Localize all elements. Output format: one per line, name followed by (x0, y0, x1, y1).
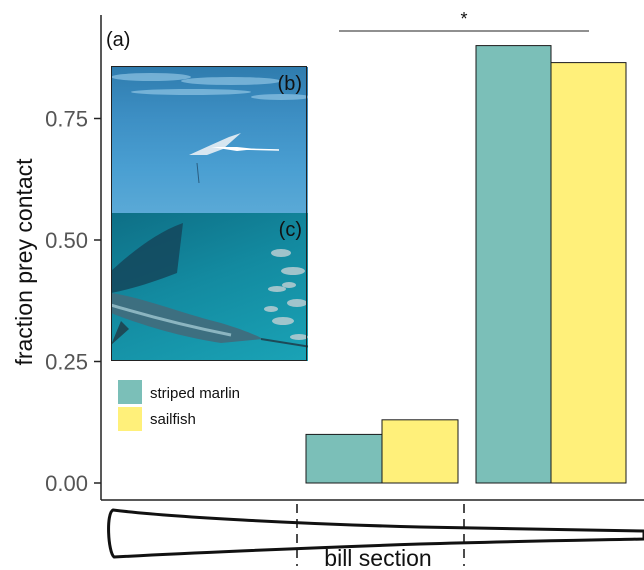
bill-outline-icon (107, 508, 644, 559)
significance-marker: * (460, 9, 467, 29)
striped-marlin-photo-icon (111, 73, 308, 184)
photo-inset-b: (b) (111, 67, 308, 213)
y-axis-ticks: 0.00 0.25 0.50 0.75 (45, 107, 101, 496)
y-axis-title: fraction prey contact (11, 158, 37, 366)
y-tick-label: 0.75 (45, 107, 88, 132)
x-axis-title: bill section (324, 545, 431, 570)
y-tick-label: 0.50 (45, 228, 88, 253)
inset-label-c: (c) (278, 219, 302, 241)
bar-striped-marlin-section-2 (475, 45, 552, 484)
bars-group (305, 45, 627, 484)
legend-label-striped-marlin: striped marlin (150, 385, 240, 402)
panel-label-a: (a) (106, 29, 130, 51)
y-tick-label: 0.00 (45, 471, 88, 496)
legend-swatch-sailfish (118, 407, 142, 431)
bar-sailfish-section-2 (550, 62, 627, 484)
legend-swatch-striped-marlin (118, 380, 142, 404)
bar-sailfish-section-1 (381, 419, 459, 484)
inset-label-b: (b) (277, 73, 302, 95)
y-tick-label: 0.25 (45, 350, 88, 375)
photo-inset-c: (c) (111, 213, 308, 361)
bar-striped-marlin-section-1 (305, 433, 383, 484)
sailfish-photo-icon (111, 223, 308, 348)
legend-label-sailfish: sailfish (150, 411, 196, 428)
legend: striped marlin sailfish (118, 380, 240, 431)
